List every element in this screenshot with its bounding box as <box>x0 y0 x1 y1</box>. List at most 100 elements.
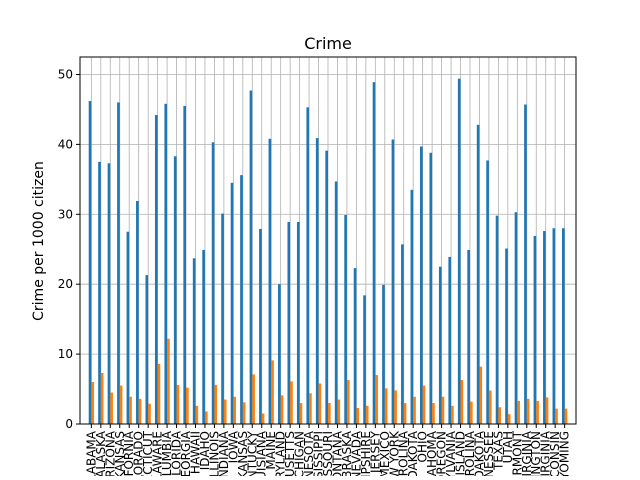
x-tick-label: DELAWARE <box>151 431 165 476</box>
x-tick-label: KENTUCKY <box>245 430 259 476</box>
bar-series-1 <box>98 161 101 424</box>
bar-series-2 <box>507 414 511 424</box>
x-tick-label: NEW JERSEY <box>368 430 382 476</box>
bar-series-1 <box>117 102 120 424</box>
bar-series-1 <box>476 124 480 424</box>
bar-series-1 <box>126 231 130 424</box>
x-tick-label: NEBRASKA <box>340 430 354 476</box>
bar-series-1 <box>495 215 499 424</box>
bar-series-1 <box>164 103 168 425</box>
bar-series-2 <box>479 366 483 424</box>
y-tick-label: 10 <box>58 347 73 361</box>
bar-series-1 <box>429 152 433 424</box>
bar-series-1 <box>344 214 347 424</box>
x-tick-label: MONTANA <box>330 430 344 476</box>
bar-series-2 <box>119 385 123 424</box>
x-tick-label: IDAHO <box>198 431 212 470</box>
y-tick-label: 50 <box>58 67 73 81</box>
bar-series-1 <box>230 182 234 424</box>
bar-series-1 <box>533 235 537 424</box>
bar-series-1 <box>259 228 262 424</box>
y-tick-label: 20 <box>58 277 73 291</box>
bar-series-2 <box>299 403 303 424</box>
bar-series-1 <box>325 150 328 425</box>
bar-series-1 <box>154 115 158 425</box>
x-tick-label: MASSACHUSETTS <box>283 431 297 476</box>
x-tick-label: NEW MEXICO <box>378 431 392 476</box>
x-tick-label: INDIANA <box>217 430 231 476</box>
bar-series-2 <box>536 400 539 424</box>
bar-series-2 <box>100 372 104 424</box>
bar-series-1 <box>467 249 470 424</box>
x-tick-label: HAWAII <box>188 431 202 474</box>
x-tick-label: ILLINOIS <box>207 431 221 476</box>
bar-series-2 <box>432 403 435 424</box>
x-tick-label: TEXAS <box>491 431 505 471</box>
bar-series-1 <box>287 221 291 424</box>
x-tick-label: IOWA <box>226 430 240 463</box>
x-tick-label: NORTH CAROLINA <box>397 430 411 476</box>
bar-series-1 <box>363 295 366 424</box>
bar-series-1 <box>202 249 205 424</box>
x-tick-label: FLORIDA <box>170 430 184 476</box>
bar-series-2 <box>167 338 170 424</box>
x-tick-label: CONNECTICUT <box>141 430 155 476</box>
bar-series-1 <box>315 138 319 424</box>
bar-series-1 <box>391 139 395 425</box>
x-tick-label: UTAH <box>501 431 515 463</box>
bar-series-2 <box>138 398 142 424</box>
x-tick-label: WYOMING <box>558 431 572 476</box>
bar-series-2 <box>346 379 350 424</box>
y-tick-label: 40 <box>58 137 73 151</box>
x-tick-label: NORTH DAKOTA <box>406 430 420 476</box>
bar-series-1 <box>221 213 224 424</box>
x-tick-label: DISTRICT OF COLUMBIA <box>160 430 174 476</box>
bar-series-1 <box>249 90 253 424</box>
bar-series-2 <box>242 402 246 424</box>
bar-series-2 <box>318 383 322 424</box>
y-tick-label: 30 <box>58 207 73 221</box>
x-tick-label: VERMONT <box>510 430 524 476</box>
x-tick-label: ALASKA <box>94 430 108 476</box>
x-tick-label: MISSISSIPPI <box>312 431 326 476</box>
bar-series-2 <box>413 396 416 424</box>
x-tick-label: ARKANSAS <box>113 431 127 476</box>
bar-series-2 <box>526 398 530 424</box>
bar-series-1 <box>88 101 92 424</box>
bar-series-1 <box>278 284 281 424</box>
bar-series-1 <box>401 244 404 424</box>
x-tick-label: MISSOURI <box>321 431 335 476</box>
bar-series-2 <box>233 396 236 424</box>
bar-series-2 <box>365 405 369 424</box>
bar-series-2 <box>375 375 378 424</box>
x-tick-label: VIRGINIA <box>520 430 534 476</box>
x-tick-label: MICHIGAN <box>293 431 307 476</box>
bar-series-2 <box>186 387 189 424</box>
bar-series-1 <box>183 105 187 424</box>
x-tick-label: WISCONSIN <box>548 431 562 476</box>
bar-series-2 <box>517 400 520 424</box>
bar-series-2 <box>261 413 265 424</box>
bar-series-1 <box>505 248 508 424</box>
bar-series-1 <box>173 156 177 424</box>
bar-series-2 <box>223 399 227 424</box>
x-tick-label: SOUTH CAROLINA <box>463 430 477 476</box>
x-tick-label: COLORADO <box>132 431 146 476</box>
bar-series-1 <box>372 82 376 424</box>
bar-series-2 <box>176 384 180 424</box>
bar-series-2 <box>290 381 293 424</box>
bar-series-2 <box>129 396 132 424</box>
bar-series-2 <box>441 396 445 424</box>
x-tick-label: GEORGIA <box>179 430 193 476</box>
x-tick-label: RHODE ISLAND <box>454 431 468 476</box>
bar-series-2 <box>91 382 95 424</box>
bar-series-1 <box>145 275 149 424</box>
x-tick-label: CALIFORNIA <box>122 430 136 476</box>
bar-series-1 <box>268 138 272 424</box>
bar-series-2 <box>157 363 161 424</box>
y-tick-label: 0 <box>65 417 73 431</box>
bar-series-1 <box>514 212 518 424</box>
x-tick-label: WASHINGTON <box>529 431 543 476</box>
